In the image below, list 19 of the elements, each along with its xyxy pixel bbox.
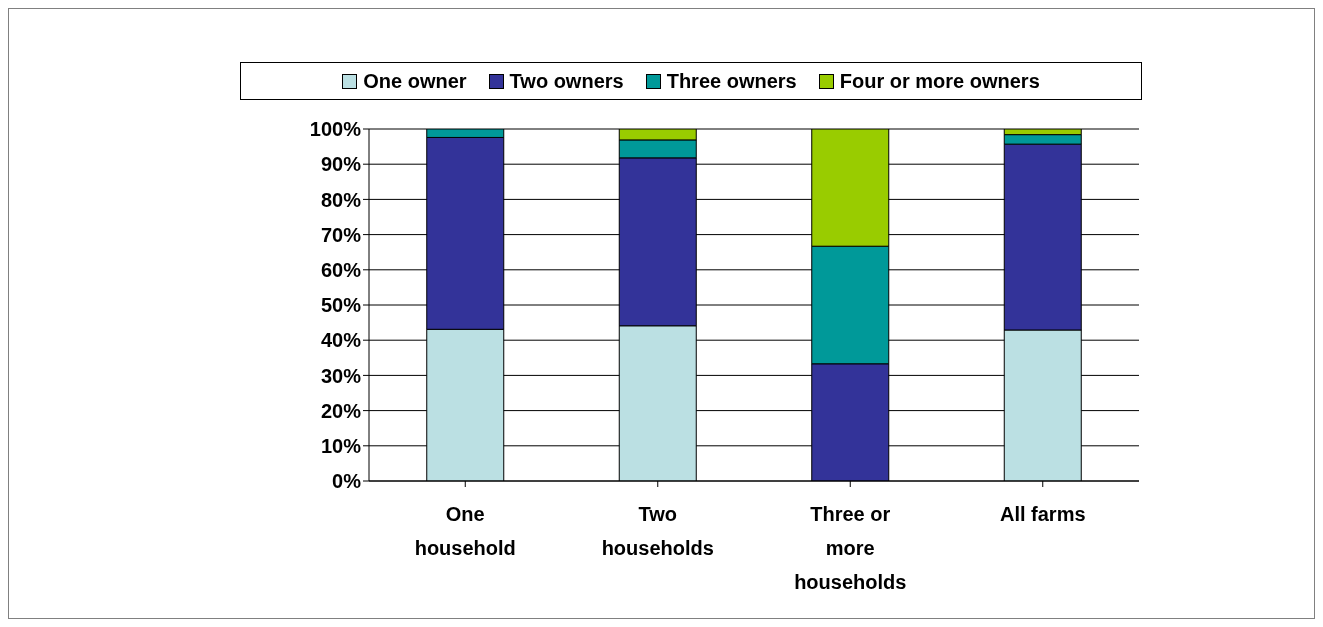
legend-label: One owner (363, 69, 467, 93)
y-tick-label: 50% (320, 294, 362, 317)
y-tick-label: 10% (320, 434, 362, 457)
y-tick-label: 80% (320, 188, 362, 211)
legend-label: Three owners (666, 69, 797, 93)
y-tick-label: 0% (332, 470, 362, 493)
x-tick-label: One household (414, 503, 516, 559)
legend-label: Two owners (509, 69, 624, 93)
y-tick-label: 40% (320, 329, 362, 352)
y-tick-label: 30% (320, 364, 362, 387)
x-tick-label: Three or more households (794, 503, 907, 593)
x-tick-label: Two households (601, 503, 714, 559)
y-tick-label: 70% (320, 223, 362, 246)
y-tick-label: 60% (320, 258, 362, 281)
y-tick-label: 20% (320, 399, 362, 422)
legend-label: Four or more owners (839, 69, 1040, 93)
y-tick-label: 90% (320, 153, 362, 176)
y-tick-label: 100% (309, 118, 362, 141)
x-tick-label: All farms (999, 503, 1086, 525)
